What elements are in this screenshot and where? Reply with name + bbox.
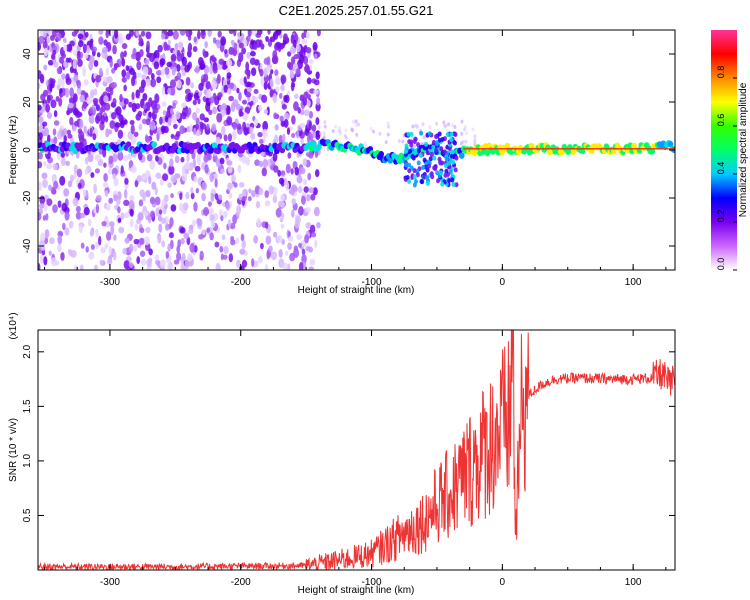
colorbar-label: Normalized spectral amplitude	[738, 82, 749, 217]
x-tick-label: -100	[362, 577, 382, 588]
snr-series-layer	[38, 330, 675, 570]
snr-frame	[37, 329, 676, 571]
y-tick-label: -40	[22, 238, 33, 253]
snr-scale-label: (x10⁴)	[8, 312, 19, 339]
y-tick-label: 20	[22, 96, 33, 108]
x-tick-label: -300	[100, 577, 120, 588]
spectrogram-panel: -300 -200 -100 0 100 40 20 0 -20 -40 Height of s…	[8, 29, 676, 296]
x-tick-label: -200	[231, 577, 251, 588]
spectrogram-image	[38, 30, 675, 270]
x-tick-label: 0	[500, 277, 506, 288]
colorbar-tick-label: 0.0	[716, 258, 726, 271]
colorbar-tick-label: 0.6	[716, 114, 726, 127]
y-tick-label: 1.5	[22, 399, 33, 413]
snr-x-label: Height of straight line (km)	[298, 585, 415, 596]
x-tick-label: 100	[625, 577, 642, 588]
colorbar-ticks: 0.0 0.2 0.4 0.6 0.8	[716, 66, 737, 271]
x-tick-label: -300	[100, 277, 120, 288]
x-tick-label: 100	[625, 277, 642, 288]
snr-y-label: SNR (10 * v/v)	[8, 418, 19, 482]
y-tick-label: -20	[22, 190, 33, 205]
spectrogram-noise	[38, 30, 477, 270]
x-tick-label: -200	[231, 277, 251, 288]
colorbar-tick-label: 0.4	[716, 162, 726, 175]
x-tick-label: -100	[362, 277, 382, 288]
colorbar-tick-label: 0.8	[716, 66, 726, 79]
colorbar: 0.0 0.2 0.4 0.6 0.8 Normalized spectral ampl…	[711, 30, 749, 271]
spectrogram-y-ticks: 40 20 0 -20 -40	[22, 48, 675, 253]
colorbar-gradient	[711, 30, 737, 270]
snr-x-ticks: -300 -200 -100 0 100	[44, 330, 667, 588]
y-tick-label: 2.0	[22, 344, 33, 358]
snr-plot-area	[38, 330, 675, 570]
x-tick-label: 0	[500, 577, 506, 588]
spectrogram-y-label: Frequency (Hz)	[8, 116, 19, 185]
spectrogram-x-ticks: -300 -200 -100 0 100	[44, 30, 667, 288]
y-tick-label: 40	[22, 48, 33, 60]
y-tick-label: 1.0	[22, 454, 33, 468]
y-tick-label: 0	[22, 147, 33, 153]
snr-panel: -300 -200 -100 0 100 2.0 1.5 1.0 0.5 (x10⁴) Hei…	[8, 312, 676, 596]
y-tick-label: 0.5	[22, 508, 33, 522]
snr-y-ticks: 2.0 1.5 1.0 0.5	[22, 344, 675, 522]
figure-title: C2E1.2025.257.01.55.G21	[279, 3, 434, 18]
snr-series-line	[38, 330, 675, 570]
carrier-band	[38, 130, 675, 188]
spectrogram-x-label: Height of straight line (km)	[298, 285, 415, 296]
colorbar-tick-label: 0.2	[716, 210, 726, 223]
